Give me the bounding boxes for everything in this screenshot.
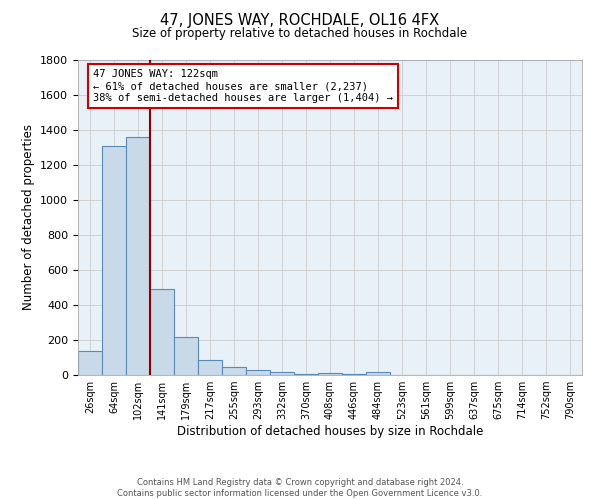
Text: 47 JONES WAY: 122sqm
← 61% of detached houses are smaller (2,237)
38% of semi-de: 47 JONES WAY: 122sqm ← 61% of detached h… [93, 70, 393, 102]
Bar [342, 374, 366, 375]
Bar [126, 137, 150, 375]
Bar [222, 367, 246, 375]
Text: Contains HM Land Registry data © Crown copyright and database right 2024.
Contai: Contains HM Land Registry data © Crown c… [118, 478, 482, 498]
Bar [366, 372, 390, 375]
Bar [174, 336, 198, 375]
Text: 47, JONES WAY, ROCHDALE, OL16 4FX: 47, JONES WAY, ROCHDALE, OL16 4FX [160, 12, 440, 28]
Bar [102, 146, 126, 375]
Bar [198, 360, 222, 375]
Bar [150, 289, 174, 375]
Bar [270, 372, 294, 375]
Bar [318, 372, 342, 375]
X-axis label: Distribution of detached houses by size in Rochdale: Distribution of detached houses by size … [177, 425, 483, 438]
Y-axis label: Number of detached properties: Number of detached properties [22, 124, 35, 310]
Bar [246, 370, 270, 375]
Text: Size of property relative to detached houses in Rochdale: Size of property relative to detached ho… [133, 28, 467, 40]
Bar [294, 374, 318, 375]
Bar [78, 350, 102, 375]
